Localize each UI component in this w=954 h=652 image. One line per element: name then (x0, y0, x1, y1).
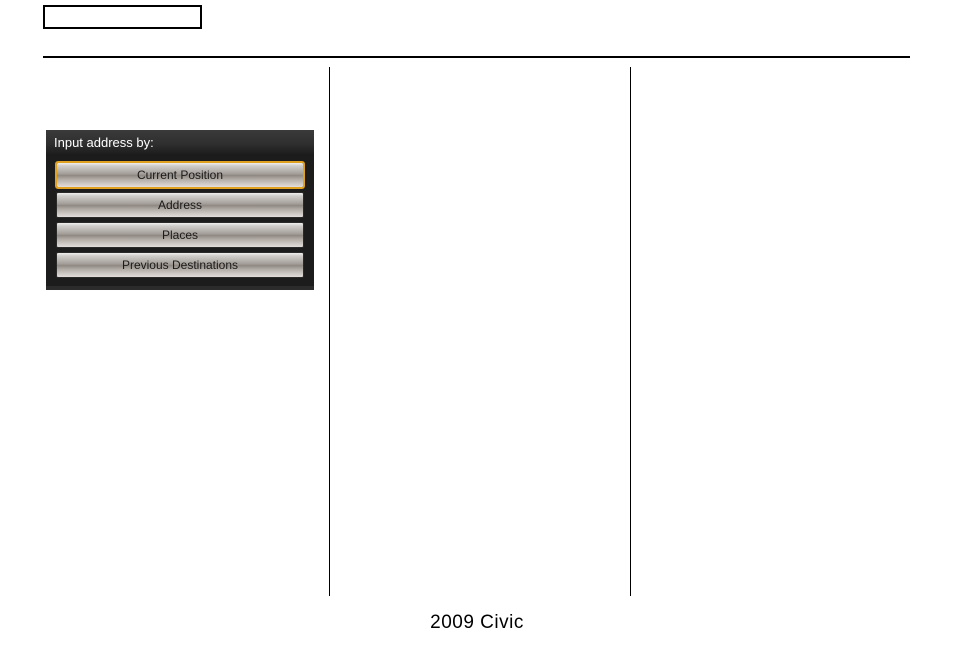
nav-button-label: Previous Destinations (122, 258, 238, 272)
column-divider-2 (630, 67, 631, 596)
horizontal-rule (43, 56, 910, 58)
nav-button-label: Current Position (137, 168, 223, 182)
footer-model-year: 2009 Civic (0, 612, 954, 634)
nav-button-address[interactable]: Address (56, 192, 304, 218)
nav-button-label: Address (158, 198, 202, 212)
nav-button-current-position[interactable]: Current Position (56, 162, 304, 188)
nav-button-list: Current Position Address Places Previous… (46, 156, 314, 286)
nav-system-screenshot: Input address by: Current Position Addre… (46, 130, 314, 290)
top-empty-box (43, 5, 202, 29)
nav-button-label: Places (162, 228, 198, 242)
nav-button-previous-destinations[interactable]: Previous Destinations (56, 252, 304, 278)
nav-screen-title: Input address by: (46, 130, 314, 156)
nav-button-places[interactable]: Places (56, 222, 304, 248)
column-divider-1 (329, 67, 330, 596)
